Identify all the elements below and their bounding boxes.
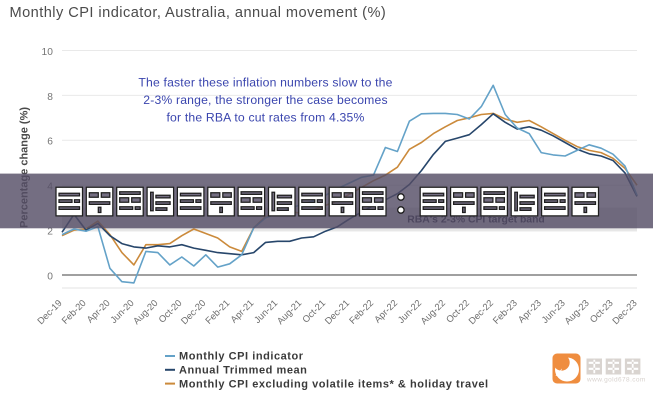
- svg-text:The faster these inflation num: The faster these inflation numbers slow …: [138, 76, 392, 90]
- svg-text:Monthly CPI indicator, Austral: Monthly CPI indicator, Australia, annual…: [10, 5, 387, 21]
- svg-text:Annual Trimmed mean: Annual Trimmed mean: [179, 365, 307, 377]
- svg-text:Monthly CPI indicator: Monthly CPI indicator: [179, 351, 304, 363]
- svg-text:www.gold678.com: www.gold678.com: [586, 377, 646, 384]
- svg-text:6: 6: [47, 137, 53, 148]
- svg-text:8: 8: [47, 92, 53, 103]
- svg-text:for the RBA to cut rates from: for the RBA to cut rates from 4.35%: [166, 111, 364, 125]
- svg-text:0: 0: [47, 271, 53, 282]
- svg-text:Monthly CPI excluding volatile: Monthly CPI excluding volatile items* & …: [179, 378, 489, 390]
- svg-text:2-3% range, the stronger the c: 2-3% range, the stronger the case become…: [143, 93, 388, 107]
- svg-text:2: 2: [47, 227, 53, 238]
- svg-text:10: 10: [42, 47, 54, 58]
